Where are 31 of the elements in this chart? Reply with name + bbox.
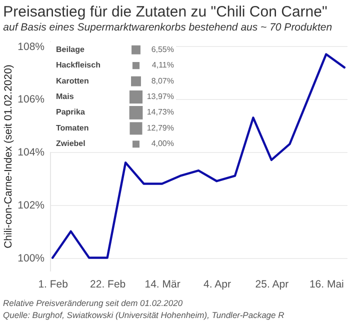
data-label: 8,07% <box>151 76 174 86</box>
category-label: Paprika <box>56 108 86 117</box>
x-tick-label: 1. Feb <box>38 278 68 290</box>
x-tick-label: 22. Feb <box>90 278 126 290</box>
category-label: Zwiebel <box>56 139 86 148</box>
x-tick-label: 16. Mai <box>309 278 344 290</box>
data-label: 6,55% <box>151 44 174 54</box>
data-label: 13,97% <box>146 92 174 101</box>
data-label: 4,11% <box>152 60 174 70</box>
y-tick-label: 100% <box>18 252 44 264</box>
line-series <box>52 53 346 259</box>
chart-subtitle: auf Basis eines Supermarktwarenkorbs bestehend aus ~ 70 Produkten <box>3 22 332 34</box>
y-tick-label: 108% <box>18 40 44 53</box>
category-label: Karotten <box>56 76 90 86</box>
source-note: Quelle: Burghof, Swiatkowski (Universität Hohenheim), Tundler-Package R <box>3 310 284 320</box>
text: Relative Preisveränderung seit dem 01.02.2020 <box>3 298 183 308</box>
y-tick-label: 102% <box>18 199 44 212</box>
data-label: 4,00% <box>151 139 174 148</box>
data-label: 14,73% <box>146 108 174 117</box>
y-axis-title: Chili-con-Carne-Index (seit 01.02.2020) <box>2 64 15 248</box>
x-tick-label: 25. Apr <box>255 278 290 290</box>
x-tick-label: 4. Apr <box>204 278 232 290</box>
data-label: 12,79% <box>146 123 174 132</box>
category-label: Hackfleisch <box>56 60 101 70</box>
y-tick-label: 104% <box>18 146 44 159</box>
category-label: Beilage <box>56 44 86 54</box>
y-tick-label: 106% <box>18 94 44 106</box>
category-label: Mais <box>56 92 74 101</box>
x-tick-label: 14. Mär <box>144 278 181 290</box>
chart-title: Preisanstieg für die Zutaten zu "Chili Con Carne" <box>3 4 328 20</box>
category-label: Tomaten <box>56 123 89 132</box>
